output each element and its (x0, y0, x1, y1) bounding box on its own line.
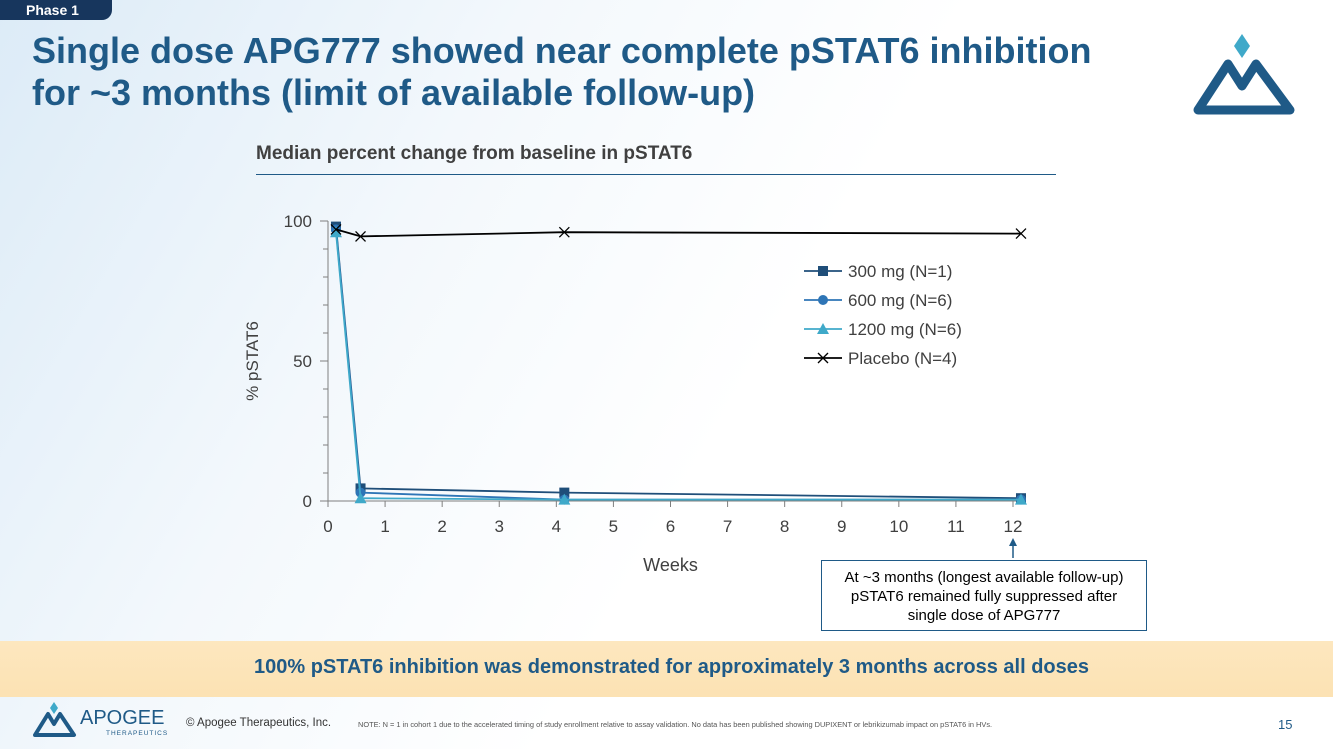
footer-logo-name: APOGEE (80, 707, 164, 729)
callout-box: At ~3 months (longest available follow-u… (821, 560, 1147, 631)
key-message-text: 100% pSTAT6 inhibition was demonstrated … (253, 656, 1090, 678)
data-point (1014, 493, 1027, 505)
marker-x-stroke (1015, 228, 1027, 240)
chart-heading-divider (256, 174, 1056, 175)
x-tick-label: 5 (609, 517, 618, 536)
data-point (329, 226, 342, 238)
legend-label: 600 mg (N=6) (848, 291, 952, 310)
x-tick-label: 2 (437, 517, 446, 536)
callout-arrow-head-icon (1009, 538, 1017, 546)
apogee-logo-icon (1193, 34, 1295, 115)
x-tick-label: 12 (1004, 517, 1023, 536)
footnote-text: NOTE: N = 1 in cohort 1 due to the accel… (358, 720, 993, 729)
legend-marker (817, 352, 829, 364)
legend-item: 300 mg (N=1) (804, 262, 952, 281)
legend-marker (818, 266, 828, 276)
marker-x-stroke (330, 223, 342, 235)
series-2 (329, 226, 1027, 505)
y-tick-label: 100 (284, 212, 312, 231)
marker-x-stroke (355, 230, 366, 242)
chart-series (329, 221, 1027, 505)
page-title-line2: for ~3 months (limit of available follow… (32, 72, 756, 113)
x-axis-title: Weeks (643, 555, 698, 575)
legend-label: 300 mg (N=1) (848, 262, 952, 281)
x-tick-label: 8 (780, 517, 789, 536)
y-axis-title: % pSTAT6 (243, 321, 262, 401)
data-point (559, 487, 570, 498)
legend-label: 1200 mg (N=6) (848, 320, 962, 339)
y-tick-label: 0 (303, 492, 312, 511)
x-tick-label: 6 (666, 517, 675, 536)
data-point (330, 223, 342, 235)
x-tick-label: 10 (889, 517, 908, 536)
data-point (558, 493, 571, 505)
y-tick-label: 50 (293, 352, 312, 371)
series-line (335, 228, 1021, 238)
data-point (1015, 228, 1027, 240)
data-point (355, 230, 366, 242)
legend-label: Placebo (N=4) (848, 349, 957, 368)
marker-x-stroke (817, 352, 829, 364)
series-line (335, 232, 1021, 501)
page-number: 15 (1278, 717, 1293, 732)
x-tick-label: 3 (495, 517, 504, 536)
data-point (354, 492, 367, 504)
x-tick-label: 0 (323, 517, 332, 536)
x-tick-label: 4 (552, 517, 561, 536)
footer-logo: APOGEE THERAPEUTICS (33, 702, 168, 737)
series-3 (330, 223, 1027, 242)
legend-marker (818, 295, 828, 305)
legend-marker (817, 323, 829, 334)
x-tick-label: 9 (837, 517, 846, 536)
footer-logo-sub: THERAPEUTICS (106, 730, 168, 737)
data-point (558, 226, 570, 238)
marker-x-stroke (558, 226, 570, 238)
copyright-text: © Apogee Therapeutics, Inc. (186, 717, 332, 729)
page-title: Single dose APG777 showed near complete … (32, 30, 1192, 114)
x-tick-label: 1 (380, 517, 389, 536)
legend-item: 1200 mg (N=6) (804, 320, 962, 339)
chart-legend: 300 mg (N=1) 600 mg (N=6) 1200 mg (N=6) Pla… (804, 262, 962, 368)
legend-item: Placebo (N=4) (804, 349, 957, 368)
page-title-line1: Single dose APG777 showed near complete … (32, 30, 1092, 71)
phase-tag: Phase 1 (0, 0, 112, 20)
footer-logo-mark-icon (33, 702, 76, 737)
legend-item: 600 mg (N=6) (804, 291, 952, 310)
x-tick-label: 11 (947, 517, 965, 536)
chart-heading: Median percent change from baseline in p… (256, 143, 693, 164)
x-tick-label: 7 (723, 517, 732, 536)
key-message-banner (0, 641, 1333, 697)
